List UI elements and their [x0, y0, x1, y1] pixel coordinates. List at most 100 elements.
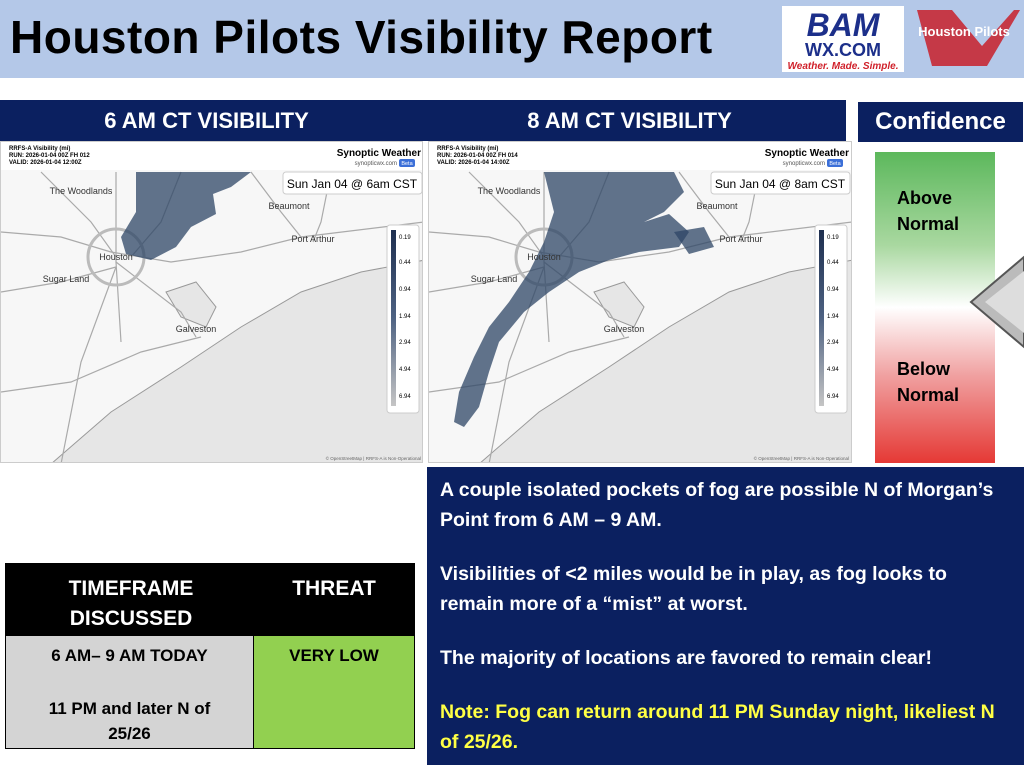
summary: A couple isolated pockets of fog are pos…: [427, 467, 1024, 765]
paragraph: A couple isolated pockets of fog are pos…: [440, 479, 994, 531]
water: [52, 260, 422, 462]
attribution: © OpenStreetMap | RRFS-A is Non-Operatio…: [326, 455, 421, 461]
legend-label: 0.94: [827, 287, 839, 293]
legend-label: 1.94: [827, 314, 839, 320]
run: RUN: 2026-01-04 00Z FH 012: [9, 153, 90, 159]
confidence-below: Below Normal: [897, 359, 960, 405]
map: The Woodlands Beaumont Port Arthur Houston S…: [0, 141, 423, 463]
fog: [674, 227, 714, 254]
road: [250, 171, 302, 238]
legend-bar: [819, 230, 824, 406]
threat: VERY LOW: [289, 646, 379, 665]
legend-label: 1.94: [399, 314, 411, 320]
pilots-logo: Houston Pilots: [918, 24, 1010, 39]
legend-bar: [391, 230, 396, 406]
city-label: The Woodlands: [50, 186, 113, 196]
arrow: [969, 255, 1024, 349]
city-label: Galveston: [176, 324, 217, 334]
timeframe: 11 PM and later N of 25/26: [48, 699, 211, 743]
legend-label: 6.94: [827, 394, 839, 400]
badge: Beta: [401, 161, 413, 167]
city-label: Houston: [99, 252, 133, 262]
confidence-heading: Confidence: [858, 102, 1023, 142]
legend-label: 2.94: [399, 340, 411, 346]
legend-label: 0.94: [399, 287, 411, 293]
wx-logo: WX.COM: [805, 40, 881, 60]
legend-label: 4.94: [827, 367, 839, 373]
legend-label: 0.19: [827, 235, 839, 241]
badge: Beta: [829, 161, 841, 167]
legend-label: 0.19: [399, 235, 411, 241]
timeframe: 6 AM– 9 AM TODAY: [51, 646, 208, 665]
time-box: [710, 171, 851, 195]
brand: Synoptic Weather: [337, 148, 421, 159]
run: RUN: 2026-01-04 00Z FH 014: [437, 153, 518, 159]
bam-logo-bg: [782, 6, 904, 72]
road: [60, 266, 117, 462]
time-box: [282, 171, 422, 195]
product: RRFS-A Visibility (mi): [9, 146, 70, 152]
road: [678, 171, 730, 238]
road: [1, 336, 202, 393]
confidence-above: Above Normal: [897, 188, 960, 234]
valid: VALID: 2026-01-04 12:00Z: [9, 160, 82, 166]
city-label: The Woodlands: [478, 186, 541, 196]
city-label: Beaumont: [268, 201, 310, 211]
city-label: Houston: [527, 252, 561, 262]
city-label: Sugar Land: [43, 274, 90, 284]
fog: [121, 172, 251, 260]
arrow-inner: [985, 271, 1024, 333]
time: Sun Jan 04 @ 6am CST: [287, 177, 418, 191]
road: [40, 171, 117, 258]
bam-logo: BAM: [807, 7, 881, 43]
city-label: Galveston: [604, 324, 645, 334]
note: Note: Fog can return around 11 PM Sunday…: [440, 701, 995, 753]
confidence-scale: [875, 152, 995, 463]
valid: VALID: 2026-01-04 14:00Z: [437, 160, 510, 166]
logos: BAM WX.COM Weather. Made. Simple. Housto…: [782, 6, 1020, 72]
legend-label: 2.94: [827, 340, 839, 346]
panel-heading: 8 AM CT VISIBILITY: [413, 100, 846, 141]
panel-heading: 6 AM CT VISIBILITY: [0, 100, 413, 141]
badge-bg: [827, 159, 843, 167]
city-label: Port Arthur: [719, 234, 762, 244]
info-bar: [429, 142, 851, 170]
time: Sun Jan 04 @ 8am CST: [715, 177, 846, 191]
header-cell: TIMEFRAME DISCUSSED: [68, 577, 194, 630]
road: [468, 171, 545, 258]
info-bar: [1, 142, 422, 170]
bay: [165, 281, 217, 328]
road: [1, 266, 117, 293]
map: The Woodlands Beaumont Port Arthur Houston S…: [428, 141, 852, 463]
legend-label: 0.44: [399, 260, 411, 266]
attribution: © OpenStreetMap | RRFS-A is Non-Operatio…: [754, 455, 849, 461]
city-label: Sugar Land: [471, 274, 518, 284]
threat-cell: [254, 636, 414, 748]
site: synopticwx.com: [355, 161, 397, 167]
road: [115, 261, 197, 338]
table: TIMEFRAME DISCUSSED THREAT 6 AM– 9 AM TO…: [5, 563, 415, 749]
paragraph: Visibilities of <2 miles would be in pla…: [440, 563, 947, 615]
table-header: [6, 564, 414, 636]
bay: [593, 281, 645, 328]
water: [480, 259, 851, 462]
title: Houston Pilots Visibility Report: [10, 11, 713, 63]
paragraph: The majority of locations are favored to…: [440, 647, 932, 669]
timeframe-cell: [6, 636, 254, 748]
pilots-mark: [917, 10, 1020, 66]
site: synopticwx.com: [783, 161, 825, 167]
badge-bg: [399, 159, 415, 167]
city-label: Port Arthur: [291, 234, 334, 244]
city-label: Beaumont: [696, 201, 738, 211]
legend-label: 4.94: [399, 367, 411, 373]
brand: Synoptic Weather: [765, 148, 849, 159]
tagline: Weather. Made. Simple.: [788, 61, 899, 72]
product: RRFS-A Visibility (mi): [437, 146, 498, 152]
confidence-arrow: [969, 255, 1024, 349]
legend-label: 6.94: [399, 394, 411, 400]
fog: [454, 172, 689, 427]
header-cell: THREAT: [292, 577, 376, 600]
legend-label: 0.44: [827, 260, 839, 266]
road: [429, 266, 545, 293]
